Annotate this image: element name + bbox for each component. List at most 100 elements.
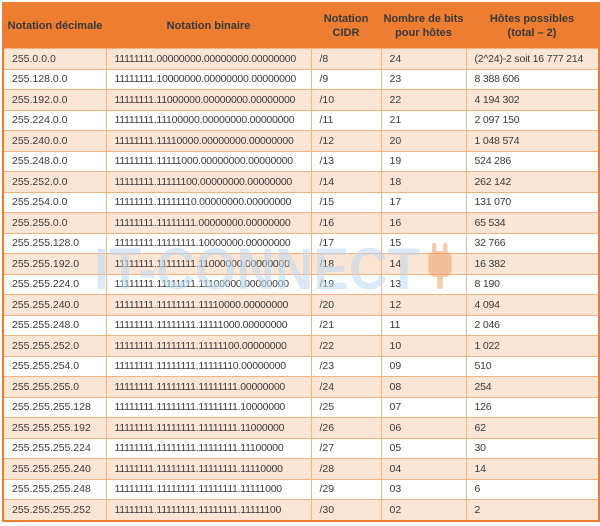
cell-binary: 11111111.10000000.00000000.00000000	[105, 68, 312, 90]
cell-decimal: 255.0.0.0	[2, 48, 107, 70]
cell-cidr: /21	[310, 314, 382, 336]
cell-cidr: /17	[310, 232, 382, 254]
cell-bits: 20	[380, 130, 467, 152]
cell-cidr: /9	[310, 68, 382, 90]
cell-cidr: /16	[310, 212, 382, 234]
cell-hosts: 32 766	[465, 232, 600, 254]
cell-decimal: 255.255.255.192	[2, 417, 107, 439]
header-notation-cidr: Notation CIDR	[311, 3, 381, 49]
cell-bits: 13	[380, 273, 467, 295]
table-row: 255.255.254.0 11111111.11111111.11111110.…	[2, 355, 600, 377]
cell-bits: 19	[380, 150, 467, 172]
table-row: 255.255.255.248 11111111.11111111.1111111…	[2, 478, 600, 500]
cell-bits: 12	[380, 294, 467, 316]
cell-cidr: /19	[310, 273, 382, 295]
cell-binary: 11111111.11111111.11111100.00000000	[105, 335, 312, 357]
cell-hosts: 254	[465, 376, 600, 398]
table-row: 255.254.0.0 11111111.11111110.00000000.00…	[2, 191, 600, 213]
cell-hosts: 8 388 606	[465, 68, 600, 90]
table-row: 255.255.255.0 11111111.11111111.11111111.…	[2, 376, 600, 398]
cell-hosts: 65 534	[465, 212, 600, 234]
cell-binary: 11111111.11111111.11000000.00000000	[105, 253, 312, 275]
cell-hosts: 4 094	[465, 294, 600, 316]
cell-bits: 23	[380, 68, 467, 90]
table-row: 255.128.0.0 11111111.10000000.00000000.00…	[2, 68, 600, 90]
cell-decimal: 255.255.128.0	[2, 232, 107, 254]
cell-cidr: /22	[310, 335, 382, 357]
table-header: Notation décimale Notation binaire Notat…	[3, 3, 599, 49]
cell-binary: 11111111.11111000.00000000.00000000	[105, 150, 312, 172]
cell-binary: 11111111.11111111.11111000.00000000	[105, 314, 312, 336]
cell-bits: 17	[380, 191, 467, 213]
cell-decimal: 255.255.224.0	[2, 273, 107, 295]
cell-decimal: 255.255.255.128	[2, 396, 107, 418]
cell-hosts: 262 142	[465, 171, 600, 193]
cell-binary: 11111111.11111111.11110000.00000000	[105, 294, 312, 316]
table-row: 255.255.128.0 11111111.11111111.10000000.…	[2, 232, 600, 254]
cell-decimal: 255.255.240.0	[2, 294, 107, 316]
header-hotes-possibles: Hôtes possibles (total – 2)	[466, 3, 599, 49]
cell-decimal: 255.248.0.0	[2, 150, 107, 172]
cell-binary: 11111111.11111111.11111111.11111000	[105, 478, 312, 500]
cell-cidr: /8	[310, 48, 382, 70]
cell-binary: 11111111.11111111.11111111.11110000	[105, 458, 312, 480]
cell-hosts: 62	[465, 417, 600, 439]
cell-hosts: 2 046	[465, 314, 600, 336]
cell-binary: 11111111.11111111.11111111.11000000	[105, 417, 312, 439]
table-row: 255.252.0.0 11111111.11111100.00000000.00…	[2, 171, 600, 193]
cell-hosts: 1 048 574	[465, 130, 600, 152]
cell-bits: 08	[380, 376, 467, 398]
cell-bits: 06	[380, 417, 467, 439]
cell-bits: 09	[380, 355, 467, 377]
cell-cidr: /23	[310, 355, 382, 377]
cell-binary: 11111111.11111111.11100000.00000000	[105, 273, 312, 295]
table-row: 255.255.224.0 11111111.11111111.11100000.…	[2, 273, 600, 295]
cell-decimal: 255.255.255.252	[2, 499, 107, 522]
header-nombre-bits: Nombre de bits pour hôtes	[381, 3, 466, 49]
cell-hosts: 510	[465, 355, 600, 377]
cell-decimal: 255.255.248.0	[2, 314, 107, 336]
cell-hosts: 1 022	[465, 335, 600, 357]
cell-hosts: 6	[465, 478, 600, 500]
cell-cidr: /10	[310, 89, 382, 111]
cell-bits: 14	[380, 253, 467, 275]
cell-decimal: 255.255.255.0	[2, 376, 107, 398]
table-row: 255.0.0.0 11111111.00000000.00000000.0000…	[2, 48, 600, 70]
cell-binary: 11111111.11000000.00000000.00000000	[105, 89, 312, 111]
cell-bits: 07	[380, 396, 467, 418]
cell-hosts: 16 382	[465, 253, 600, 275]
cell-decimal: 255.255.0.0	[2, 212, 107, 234]
cell-binary: 11111111.11111111.11111111.11100000	[105, 437, 312, 459]
cell-cidr: /30	[310, 499, 382, 522]
cell-cidr: /29	[310, 478, 382, 500]
cell-hosts: 524 286	[465, 150, 600, 172]
cell-cidr: /25	[310, 396, 382, 418]
cell-bits: 16	[380, 212, 467, 234]
cell-cidr: /20	[310, 294, 382, 316]
cell-bits: 04	[380, 458, 467, 480]
cell-decimal: 255.255.254.0	[2, 355, 107, 377]
cell-bits: 10	[380, 335, 467, 357]
table-row: 255.255.0.0 11111111.11111111.00000000.00…	[2, 212, 600, 234]
table-row: 255.255.248.0 11111111.11111111.11111000.…	[2, 314, 600, 336]
cell-binary: 11111111.11110000.00000000.00000000	[105, 130, 312, 152]
header-row: Notation décimale Notation binaire Notat…	[3, 3, 599, 49]
cell-hosts: 2 097 150	[465, 109, 600, 131]
cell-bits: 15	[380, 232, 467, 254]
cell-cidr: /27	[310, 437, 382, 459]
cell-cidr: /28	[310, 458, 382, 480]
cell-bits: 03	[380, 478, 467, 500]
cell-hosts: 131 070	[465, 191, 600, 213]
cell-decimal: 255.224.0.0	[2, 109, 107, 131]
table-row: 255.255.240.0 11111111.11111111.11110000.…	[2, 294, 600, 316]
cell-hosts: 8 190	[465, 273, 600, 295]
table-body: 255.0.0.0 11111111.00000000.00000000.0000…	[2, 48, 600, 522]
cell-bits: 11	[380, 314, 467, 336]
cell-cidr: /12	[310, 130, 382, 152]
cell-decimal: 255.240.0.0	[2, 130, 107, 152]
cell-bits: 18	[380, 171, 467, 193]
cell-bits: 02	[380, 499, 467, 522]
table-row: 255.255.255.192 11111111.11111111.1111111…	[2, 417, 600, 439]
cell-cidr: /26	[310, 417, 382, 439]
